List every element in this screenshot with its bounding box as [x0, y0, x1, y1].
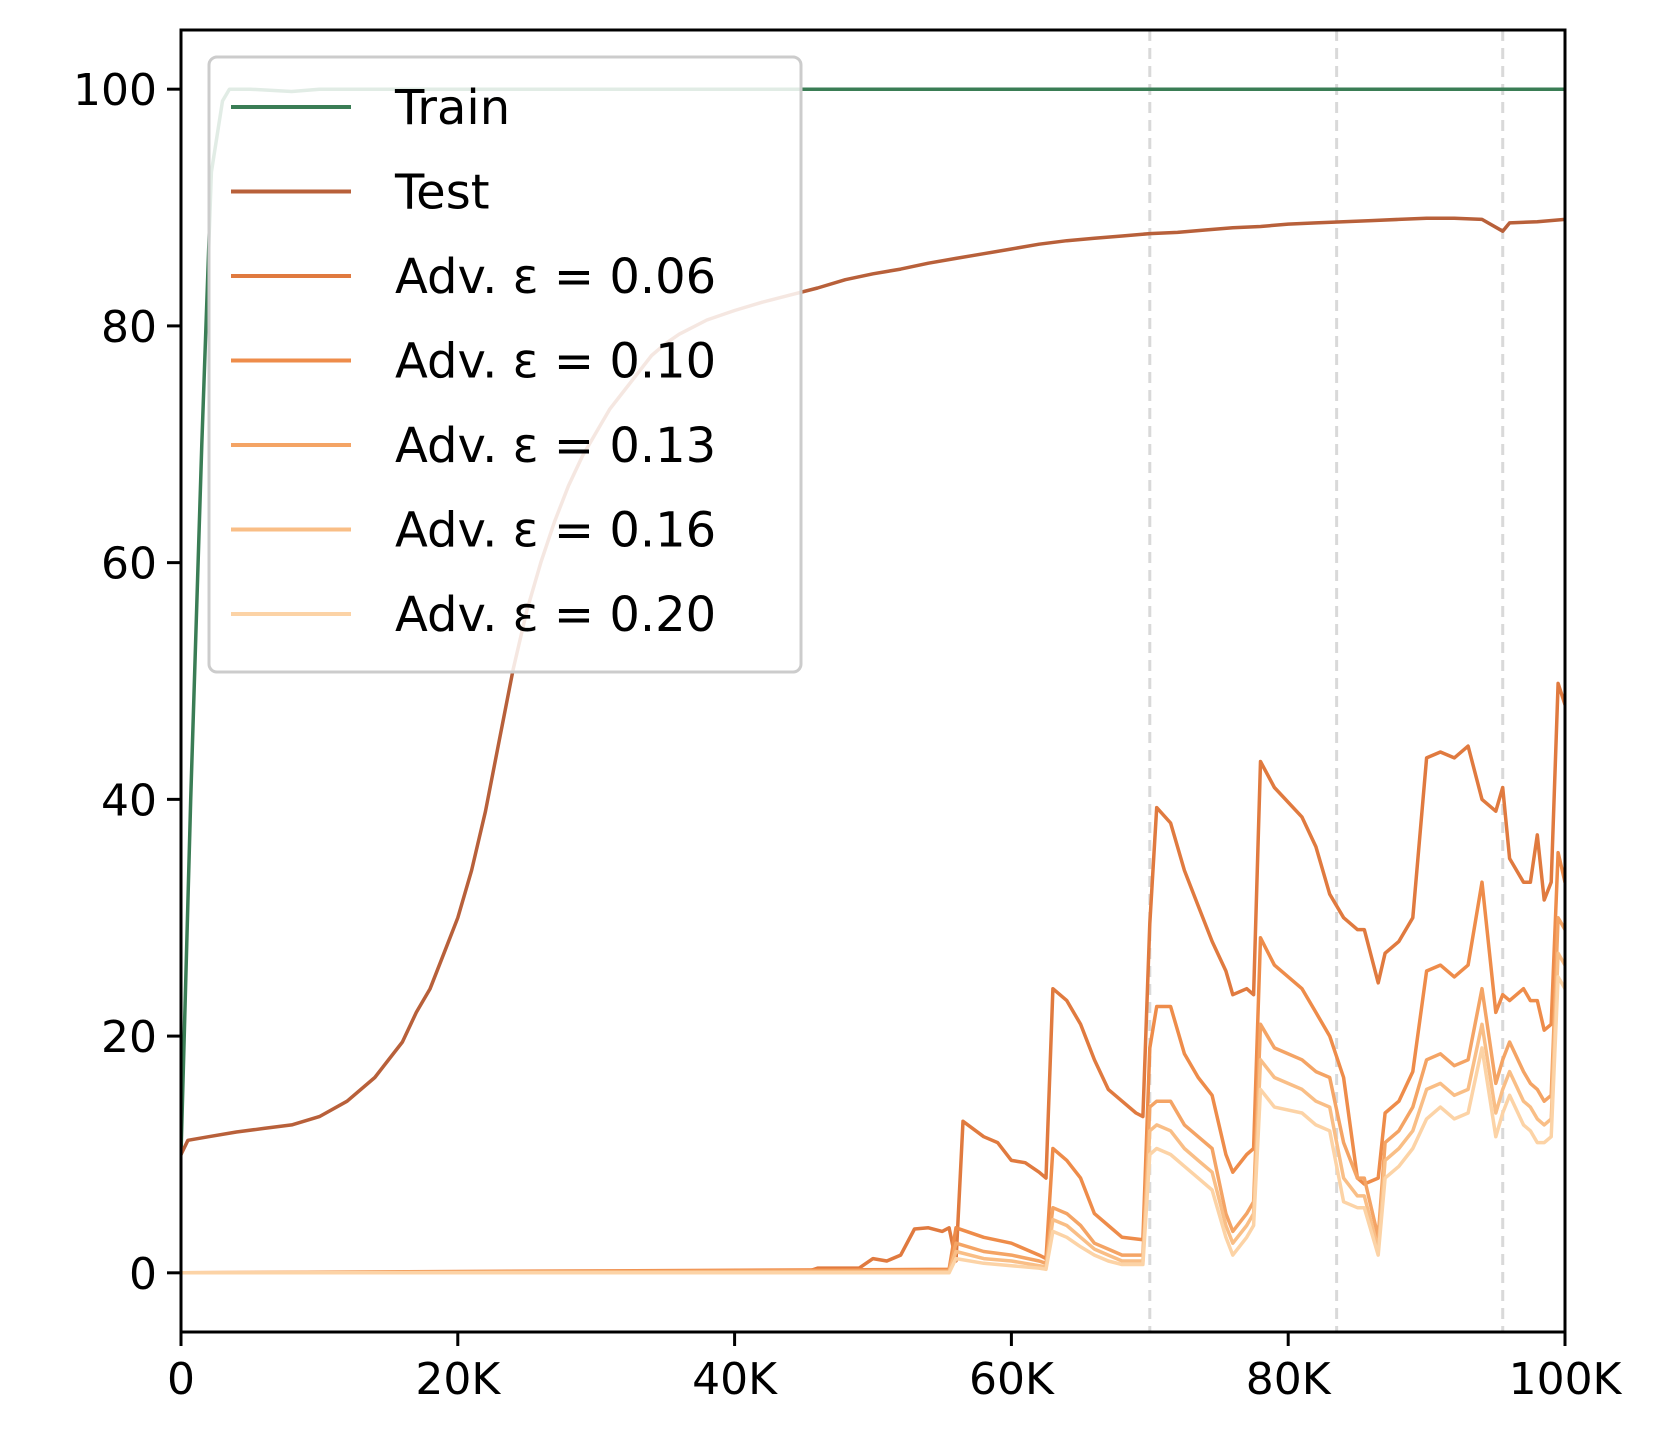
- x-tick-label-4: 80K: [1246, 1354, 1332, 1405]
- y-tick-label-5: 100: [73, 65, 157, 116]
- series-line-5: [181, 951, 1565, 1275]
- y-tick-label-4: 80: [101, 302, 157, 353]
- y-axis: 0 20 40 60 80 100: [73, 65, 181, 1300]
- legend-label-3: Adv. ε = 0.10: [395, 334, 716, 390]
- x-tick-label-3: 60K: [969, 1354, 1055, 1405]
- y-tick-label-1: 20: [101, 1012, 157, 1063]
- series-line-2: [181, 681, 1565, 1275]
- plot-frame: [179, 28, 1567, 1334]
- legend-label-1: Test: [394, 165, 490, 221]
- legend-label-2: Adv. ε = 0.06: [395, 249, 716, 305]
- y-tick-label-2: 40: [101, 775, 157, 826]
- series-line-4: [181, 915, 1565, 1275]
- legend-box: [207, 55, 803, 674]
- series-line-3: [181, 850, 1565, 1275]
- x-tick-label-0: 0: [167, 1354, 195, 1405]
- x-tick-label-5: 100K: [1509, 1354, 1623, 1405]
- y-tick-label-0: 0: [129, 1249, 157, 1300]
- series-line-6: [181, 975, 1565, 1275]
- legend-label-0: Train: [394, 80, 510, 136]
- legend: Train Test Adv. ε = 0.06 Adv. ε = 0.10 Adv. …: [207, 55, 803, 674]
- x-tick-label-2: 40K: [692, 1354, 778, 1405]
- vertical-reference-lines: [1148, 30, 1505, 1332]
- legend-label-6: Adv. ε = 0.20: [395, 587, 716, 643]
- legend-label-5: Adv. ε = 0.16: [395, 503, 716, 559]
- y-tick-label-3: 60: [101, 539, 157, 590]
- x-axis: 0 20K 40K 60K 80K 100K: [167, 1332, 1623, 1405]
- legend-label-4: Adv. ε = 0.13: [395, 418, 716, 474]
- x-tick-label-1: 20K: [415, 1354, 501, 1405]
